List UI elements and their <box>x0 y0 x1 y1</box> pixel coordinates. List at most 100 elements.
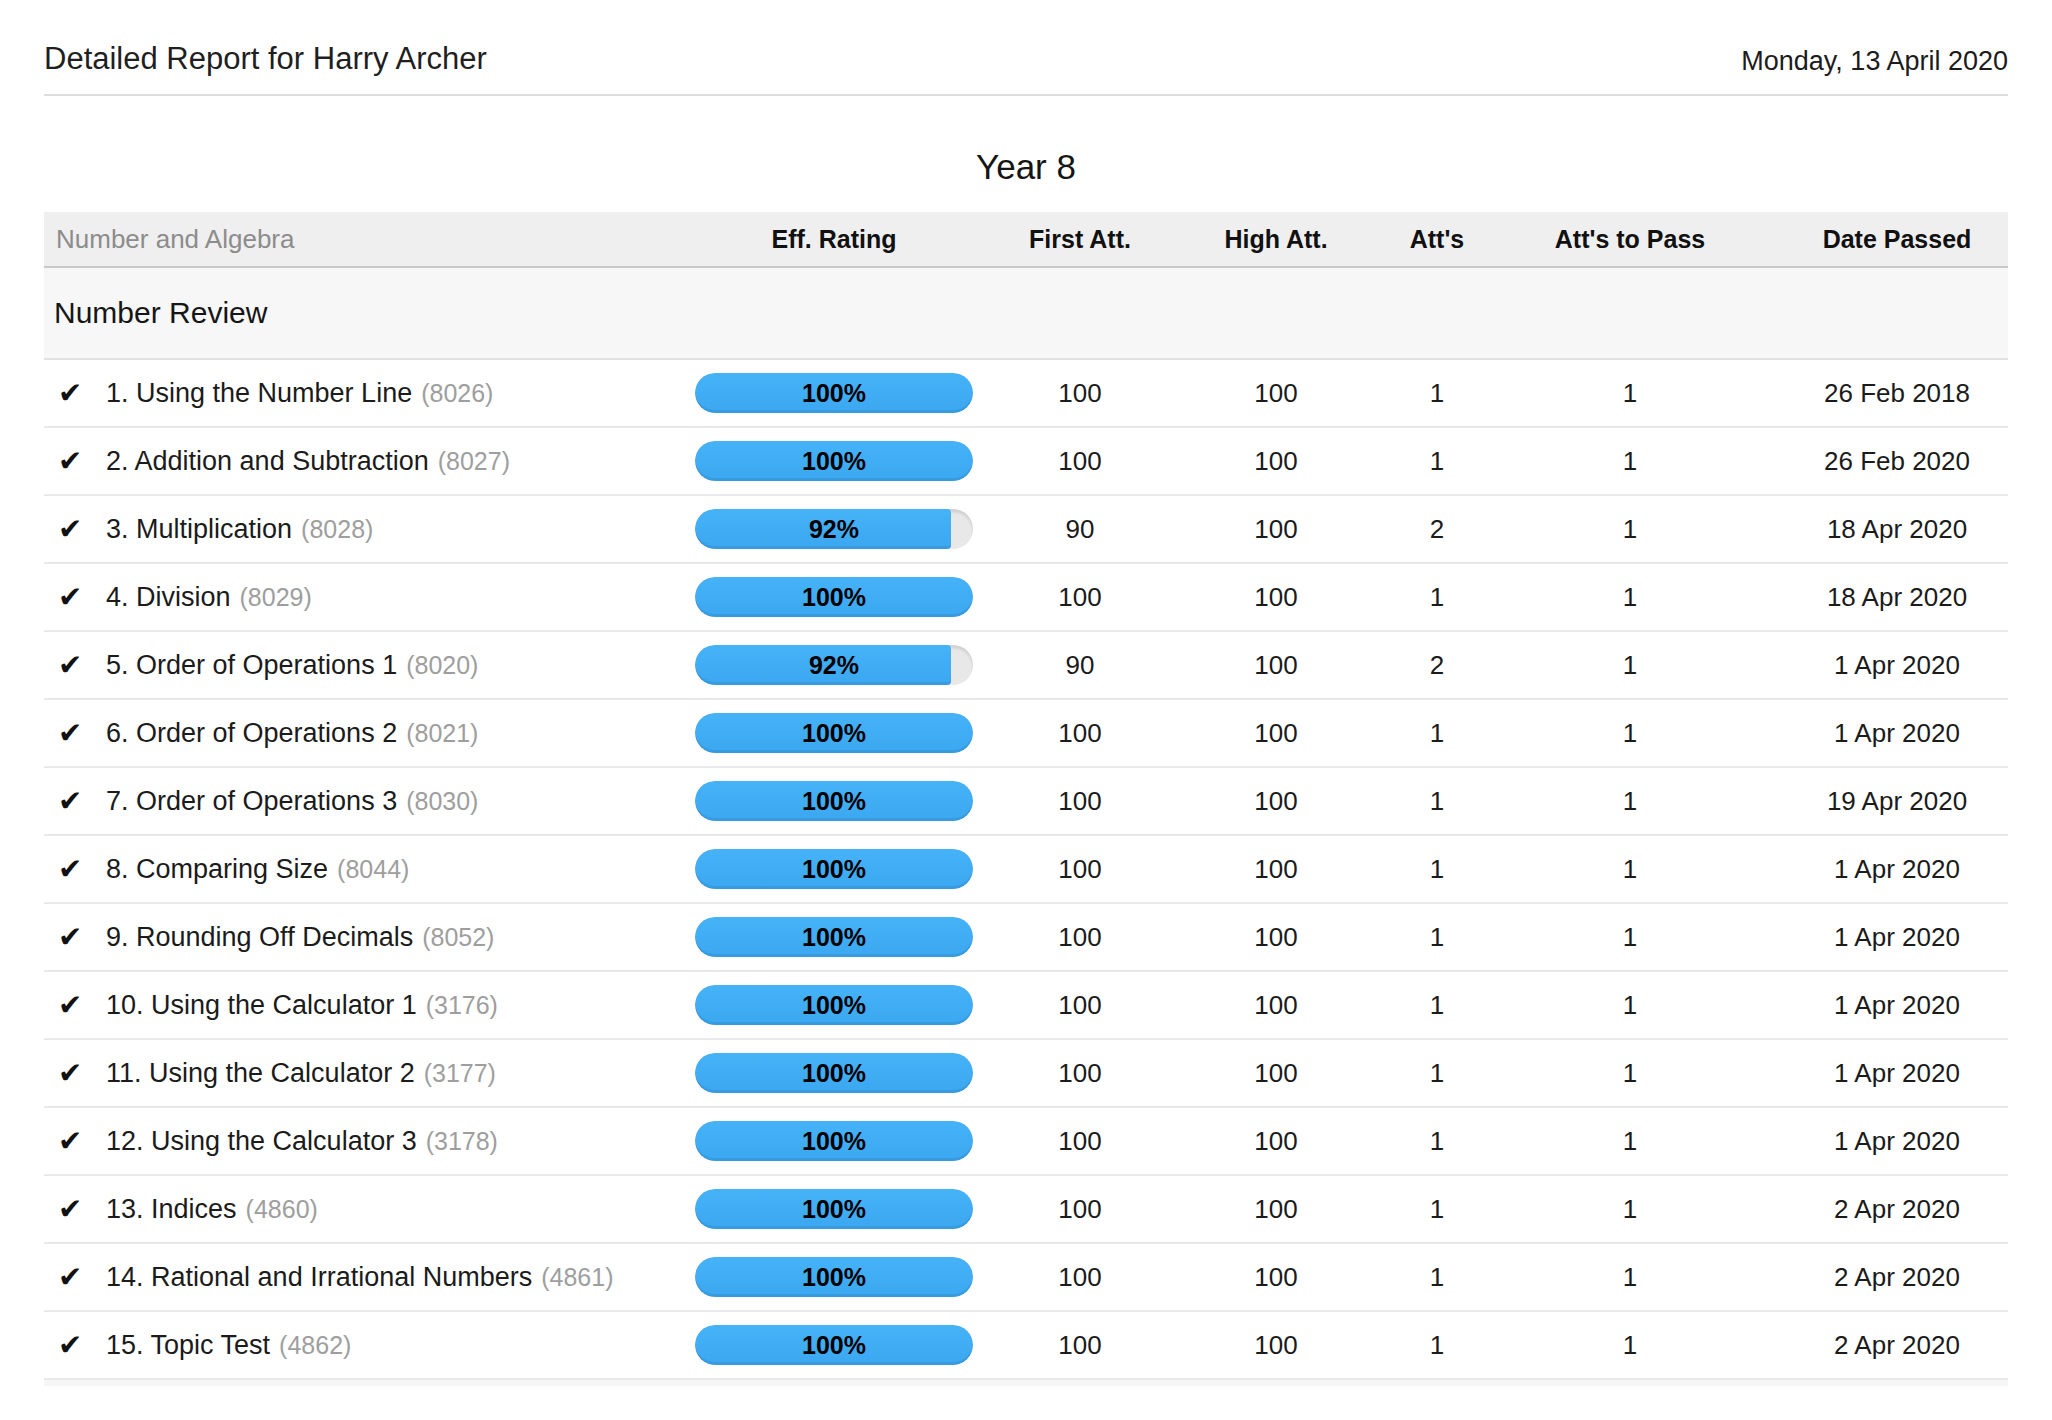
eff-rating-cell: 92% <box>660 509 1008 549</box>
eff-rating-cell: 100% <box>660 917 1008 957</box>
task-id: (8052) <box>422 923 494 952</box>
first-att-value: 100 <box>1008 1330 1152 1361</box>
eff-rating-progress-bar: 100% <box>695 849 973 889</box>
task-name-cell: ✔ 4. Division (8029) <box>44 582 660 613</box>
progress-label: 100% <box>695 1121 973 1161</box>
table-header-row: Number and Algebra Eff. Rating First Att… <box>44 212 2008 268</box>
atts-value: 1 <box>1400 582 1474 613</box>
task-name-cell: ✔ 3. Multiplication (8028) <box>44 514 660 545</box>
task-id: (8027) <box>438 447 510 476</box>
task-label: 4. Division <box>106 582 231 613</box>
atts-value: 1 <box>1400 446 1474 477</box>
first-att-value: 100 <box>1008 446 1152 477</box>
check-icon: ✔ <box>58 922 88 952</box>
task-label: 6. Order of Operations 2 <box>106 718 397 749</box>
eff-rating-progress-bar: 100% <box>695 373 973 413</box>
check-icon: ✔ <box>58 1330 88 1360</box>
date-passed-value: 18 Apr 2020 <box>1786 514 2008 545</box>
eff-rating-progress-bar: 100% <box>695 1053 973 1093</box>
task-id: (4861) <box>541 1263 613 1292</box>
high-att-value: 100 <box>1152 446 1400 477</box>
high-att-value: 100 <box>1152 1126 1400 1157</box>
task-id: (3178) <box>426 1127 498 1156</box>
table-row: ✔ 14. Rational and Irrational Numbers (4… <box>44 1244 2008 1312</box>
check-icon: ✔ <box>58 990 88 1020</box>
eff-rating-progress-bar: 92% <box>695 645 973 685</box>
column-header-atts-to-pass: Att's to Pass <box>1474 225 1786 254</box>
task-name-cell: ✔ 13. Indices (4860) <box>44 1194 660 1225</box>
check-icon: ✔ <box>58 1194 88 1224</box>
date-passed-value: 1 Apr 2020 <box>1786 718 2008 749</box>
check-icon: ✔ <box>58 582 88 612</box>
table-row: ✔ 12. Using the Calculator 3 (3178) 100%… <box>44 1108 2008 1176</box>
atts-to-pass-value: 1 <box>1474 718 1786 749</box>
table-row: ✔ 3. Multiplication (8028) 92% 90 100 2 … <box>44 496 2008 564</box>
task-id: (8020) <box>406 651 478 680</box>
atts-to-pass-value: 1 <box>1474 650 1786 681</box>
task-label: 15. Topic Test <box>106 1330 270 1361</box>
high-att-value: 100 <box>1152 922 1400 953</box>
task-label: 14. Rational and Irrational Numbers <box>106 1262 532 1293</box>
first-att-value: 100 <box>1008 1194 1152 1225</box>
column-header-first-att: First Att. <box>1008 225 1152 254</box>
task-label: 1. Using the Number Line <box>106 378 412 409</box>
atts-value: 1 <box>1400 854 1474 885</box>
task-id: (3176) <box>426 991 498 1020</box>
table-row: ✔ 5. Order of Operations 1 (8020) 92% 90… <box>44 632 2008 700</box>
task-label: 11. Using the Calculator 2 <box>106 1058 415 1089</box>
first-att-value: 100 <box>1008 582 1152 613</box>
atts-to-pass-value: 1 <box>1474 1262 1786 1293</box>
first-att-value: 100 <box>1008 922 1152 953</box>
progress-label: 100% <box>695 985 973 1025</box>
progress-label: 100% <box>695 713 973 753</box>
eff-rating-cell: 100% <box>660 985 1008 1025</box>
eff-rating-cell: 100% <box>660 713 1008 753</box>
table-row: ✔ 4. Division (8029) 100% 100 100 1 1 18… <box>44 564 2008 632</box>
eff-rating-progress-bar: 100% <box>695 917 973 957</box>
eff-rating-cell: 100% <box>660 373 1008 413</box>
table-row: ✔ 1. Using the Number Line (8026) 100% 1… <box>44 360 2008 428</box>
task-id: (8029) <box>240 583 312 612</box>
task-label: 5. Order of Operations 1 <box>106 650 397 681</box>
atts-to-pass-value: 1 <box>1474 1330 1786 1361</box>
progress-label: 100% <box>695 1325 973 1365</box>
high-att-value: 100 <box>1152 1262 1400 1293</box>
page-title: Detailed Report for Harry Archer <box>44 42 487 76</box>
atts-value: 1 <box>1400 990 1474 1021</box>
high-att-value: 100 <box>1152 1330 1400 1361</box>
table-row: ✔ 6. Order of Operations 2 (8021) 100% 1… <box>44 700 2008 768</box>
first-att-value: 100 <box>1008 718 1152 749</box>
column-header-high-att: High Att. <box>1152 225 1400 254</box>
column-header-eff-rating: Eff. Rating <box>660 225 1008 254</box>
table-row: ✔ 15. Topic Test (4862) 100% 100 100 1 1… <box>44 1312 2008 1380</box>
date-passed-value: 2 Apr 2020 <box>1786 1262 2008 1293</box>
task-name-cell: ✔ 6. Order of Operations 2 (8021) <box>44 718 660 749</box>
task-name-cell: ✔ 12. Using the Calculator 3 (3178) <box>44 1126 660 1157</box>
first-att-value: 90 <box>1008 514 1152 545</box>
eff-rating-progress-bar: 92% <box>695 509 973 549</box>
first-att-value: 100 <box>1008 786 1152 817</box>
atts-value: 1 <box>1400 922 1474 953</box>
eff-rating-cell: 100% <box>660 849 1008 889</box>
first-att-value: 100 <box>1008 1058 1152 1089</box>
date-passed-value: 1 Apr 2020 <box>1786 650 2008 681</box>
task-id: (8044) <box>337 855 409 884</box>
date-passed-value: 1 Apr 2020 <box>1786 990 2008 1021</box>
eff-rating-progress-bar: 100% <box>695 1325 973 1365</box>
check-icon: ✔ <box>58 378 88 408</box>
eff-rating-cell: 92% <box>660 645 1008 685</box>
eff-rating-cell: 100% <box>660 781 1008 821</box>
task-id: (3177) <box>424 1059 496 1088</box>
eff-rating-cell: 100% <box>660 1257 1008 1297</box>
high-att-value: 100 <box>1152 378 1400 409</box>
check-icon: ✔ <box>58 1058 88 1088</box>
progress-label: 100% <box>695 373 973 413</box>
table-row: ✔ 7. Order of Operations 3 (8030) 100% 1… <box>44 768 2008 836</box>
task-name-cell: ✔ 8. Comparing Size (8044) <box>44 854 660 885</box>
atts-value: 1 <box>1400 718 1474 749</box>
table-row: ✔ 11. Using the Calculator 2 (3177) 100%… <box>44 1040 2008 1108</box>
task-label: 7. Order of Operations 3 <box>106 786 397 817</box>
progress-label: 100% <box>695 441 973 481</box>
task-id: (8021) <box>406 719 478 748</box>
atts-to-pass-value: 1 <box>1474 582 1786 613</box>
